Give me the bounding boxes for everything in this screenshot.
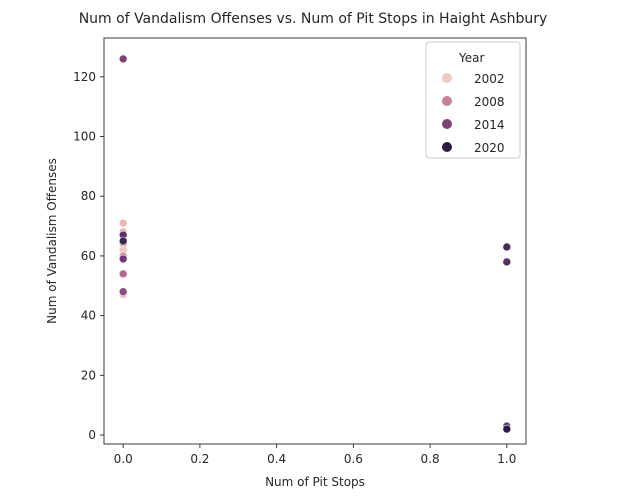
y-tick-label: 40 xyxy=(81,309,96,323)
y-tick-label: 80 xyxy=(81,189,96,203)
legend-marker xyxy=(442,142,452,152)
tick-layer: 0.0 0.2 0.4 0.6 0.8 1.0 0 20 40 60 80 100 120 xyxy=(73,70,516,466)
legend: Year 2002 2008 2014 2020 xyxy=(425,41,521,159)
y-tick-label: 60 xyxy=(81,249,96,263)
legend-marker xyxy=(442,96,452,106)
legend-label: 2014 xyxy=(474,118,505,132)
x-tick-label: 0.4 xyxy=(267,452,286,466)
legend-title: Year xyxy=(458,51,484,65)
data-point xyxy=(118,269,128,279)
data-point xyxy=(502,242,512,252)
legend-label: 2008 xyxy=(474,95,505,109)
legend-label: 2020 xyxy=(474,141,505,155)
y-axis-label: Num of Vandalism Offenses xyxy=(45,158,59,324)
y-tick-label: 100 xyxy=(73,130,96,144)
x-tick-label: 1.0 xyxy=(497,452,516,466)
data-point xyxy=(118,287,128,297)
chart-title: Num of Vandalism Offenses vs. Num of Pit… xyxy=(79,11,548,27)
x-tick-label: 0.8 xyxy=(421,452,440,466)
legend-box xyxy=(425,41,521,159)
y-tick-label: 120 xyxy=(73,70,96,84)
legend-marker xyxy=(442,73,452,83)
legend-label: 2002 xyxy=(474,72,505,86)
data-point xyxy=(118,236,128,246)
data-point xyxy=(118,218,128,228)
points-layer xyxy=(118,54,512,434)
data-point xyxy=(118,54,128,64)
x-tick-label: 0.0 xyxy=(114,452,133,466)
y-tick-label: 0 xyxy=(88,428,96,442)
data-point xyxy=(502,257,512,267)
x-axis-label: Num of Pit Stops xyxy=(265,475,365,489)
legend-marker xyxy=(442,119,452,129)
data-point xyxy=(502,424,512,434)
x-tick-label: 0.2 xyxy=(190,452,209,466)
x-tick-label: 0.6 xyxy=(344,452,363,466)
y-tick-label: 20 xyxy=(81,368,96,382)
plot-frame xyxy=(103,37,527,445)
data-point xyxy=(118,254,128,264)
